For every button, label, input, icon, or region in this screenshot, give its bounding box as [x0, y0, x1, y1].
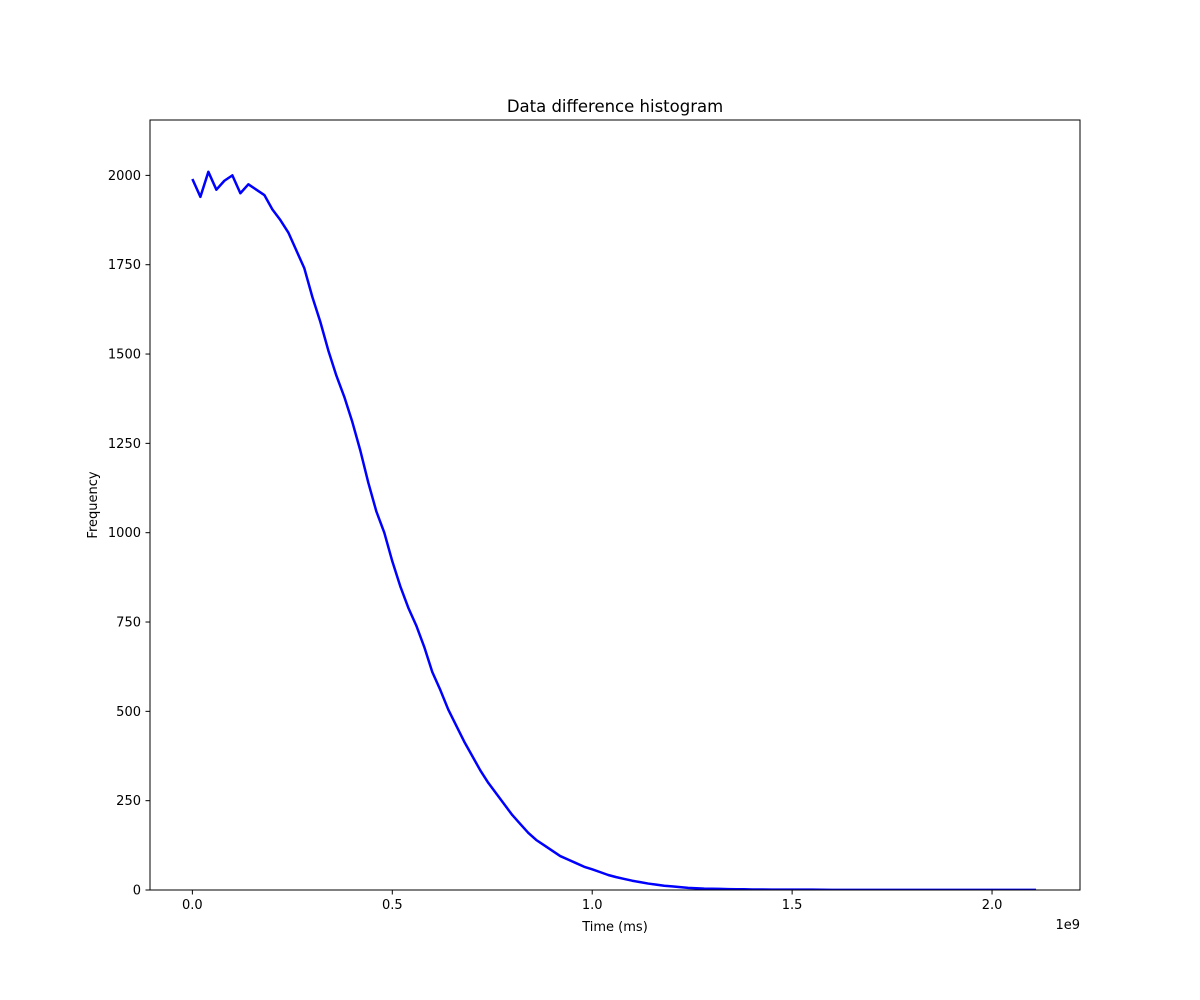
y-axis-label: Frequency: [86, 471, 101, 538]
x-tick-label: 1.5: [782, 898, 803, 913]
y-tick-label: 1000: [108, 526, 141, 541]
y-tick-label: 1250: [108, 437, 141, 452]
y-tick-label: 500: [116, 705, 141, 720]
series-line-frequency: [191, 170, 1037, 890]
y-tick-label: 0: [133, 884, 141, 899]
y-tick-label: 250: [116, 794, 141, 809]
axes-frame: [149, 119, 1081, 891]
x-tick-label: 1.0: [582, 898, 603, 913]
y-tick-label: 1750: [108, 258, 141, 273]
y-tick-label: 1500: [108, 348, 141, 363]
y-axis-ticks: 0 250 500 750 1000 1250 1500 1750 2000: [108, 169, 150, 899]
x-tick-label: 2.0: [982, 898, 1003, 913]
y-tick-label: 750: [116, 616, 141, 631]
y-tick-label: 2000: [108, 169, 141, 184]
chart-title: Data difference histogram: [507, 97, 723, 116]
x-tick-label: 0.0: [182, 898, 203, 913]
x-tick-label: 0.5: [382, 898, 403, 913]
x-axis-ticks: 0.0 0.5 1.0 1.5 2.0: [182, 890, 1002, 913]
x-axis-label: Time (ms): [581, 920, 648, 935]
series-layer: [191, 170, 1037, 890]
x-axis-offset-label: 1e9: [1055, 918, 1080, 933]
plot-area: [149, 119, 1081, 891]
